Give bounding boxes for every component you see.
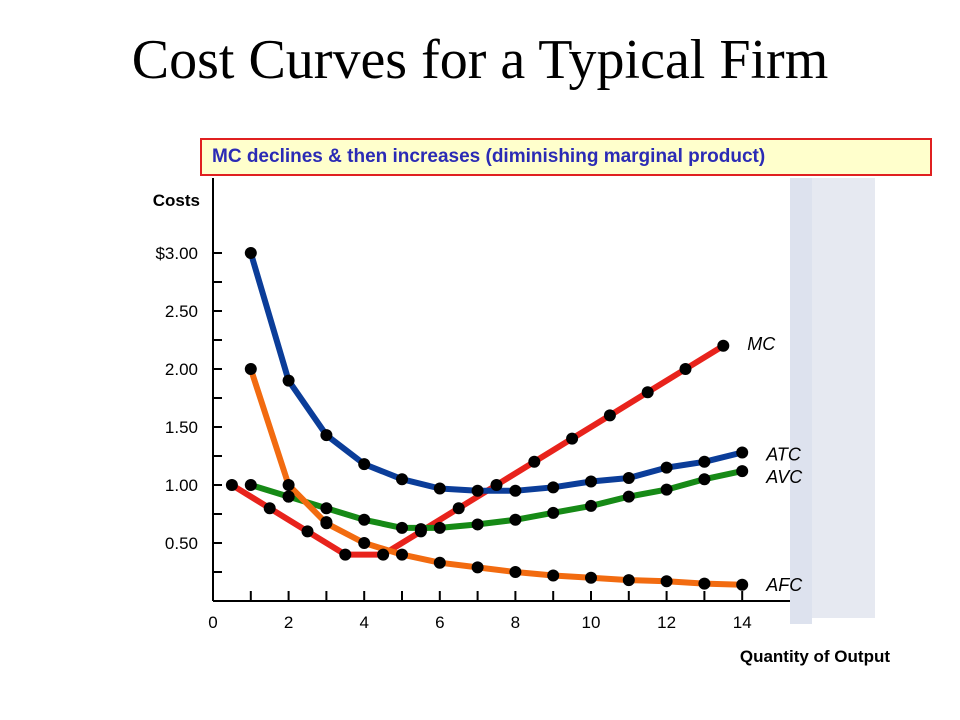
x-tick-label: 12 [657,613,676,632]
avc-point [358,513,371,526]
afc-point [396,548,408,561]
afc-point [433,556,446,569]
atc-line [247,252,743,494]
atc-label: ATC [765,445,802,465]
avc-point [547,506,560,519]
avc-point [433,521,446,534]
x-tick-label: 6 [435,613,444,632]
afc-point [471,561,484,574]
callout-box: MC declines & then increases (diminishin… [200,138,932,176]
avc-point [471,518,484,531]
data-point [414,523,427,536]
atc-point [736,446,749,459]
afc-label: AFC [765,575,803,595]
avc-point [509,513,522,526]
atc-point [547,481,560,494]
mc-point [301,525,314,538]
avc-point [396,521,408,534]
mc-point [566,432,579,445]
x-tick-label: 14 [733,613,752,632]
y-tick-label: 2.50 [165,302,198,321]
x-tick-label: 4 [359,613,368,632]
shadow-band-right [810,178,875,618]
mc-label: MC [747,334,776,354]
atc-point [244,247,257,259]
mc-point [490,479,503,491]
x-tick-label: 8 [511,613,520,632]
afc-point [547,569,560,582]
atc-point [320,429,333,442]
avc-point [736,465,749,478]
mc-point [679,363,692,375]
mc-point [263,502,276,515]
mc-point [452,502,465,515]
axes [212,178,790,602]
mc-point [528,455,541,468]
afc-point [509,566,522,578]
avc-line [249,468,743,531]
data-point [282,490,295,503]
atc-point [358,458,371,471]
afc-point [698,577,711,590]
afc-point [244,363,257,375]
afc-point [736,578,749,591]
afc-point [622,574,635,587]
atc-point [698,455,711,468]
afc-point [660,575,673,588]
shadow-band-left [790,178,812,624]
afc-point [585,571,597,584]
y-tick-label: $3.00 [155,244,198,263]
atc-point [471,484,484,497]
x-tick-label: 0 [208,613,217,632]
x-tick-label: 2 [284,613,293,632]
atc-point [282,374,295,387]
atc-point [660,461,673,474]
y-axis-label: Costs [153,191,200,210]
afc-point [358,537,371,549]
y-tick-label: 1.50 [165,418,198,437]
atc-point [396,473,408,486]
slide-title: Cost Curves for a Typical Firm [131,29,829,91]
y-tick-label: 1.00 [165,476,198,495]
atc-point [433,482,446,495]
y-tick-label: 2.00 [165,360,198,379]
series-layer [225,247,749,591]
atc-point [509,484,522,497]
x-tick-label: 10 [582,613,601,632]
avc-point [660,483,673,496]
x-axis-label: Quantity of Output [740,647,890,666]
mc-point [717,339,730,352]
avc-point [244,479,257,491]
afc-point [282,479,295,491]
tick-labels: $3.00 2.50 2.00 1.50 1.00 0.50 0 2 4 6 8 10 12 14 [155,244,751,632]
afc-line [247,368,743,588]
mc-point [377,548,390,561]
avc-label: AVC [765,467,803,487]
mc-point [225,479,238,491]
avc-point [622,490,635,503]
atc-point [585,475,597,488]
avc-point [698,473,711,486]
mc-point [339,548,352,561]
mc-point [641,386,654,399]
atc-point [622,472,635,485]
avc-point [320,502,333,515]
data-point [320,516,333,529]
y-tick-label: 0.50 [165,534,198,553]
mc-point [603,409,616,422]
avc-point [585,499,597,512]
